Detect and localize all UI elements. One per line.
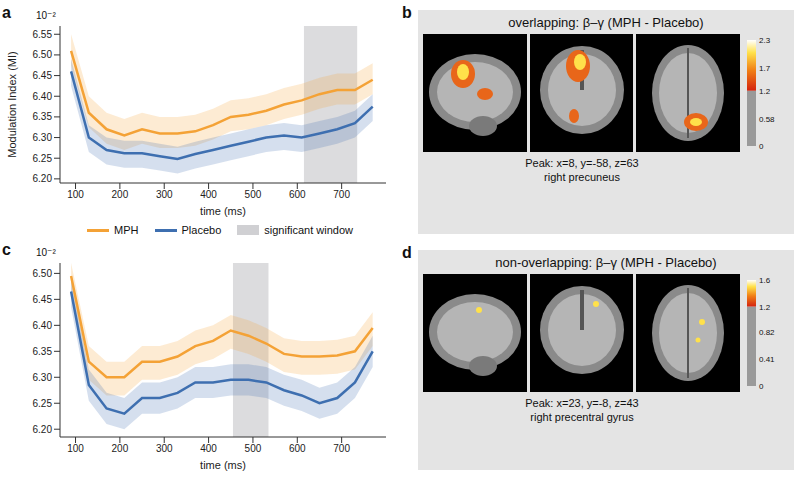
- svg-text:700: 700: [333, 189, 350, 200]
- svg-text:300: 300: [156, 189, 173, 200]
- svg-text:Modulation Index (MI): Modulation Index (MI): [6, 51, 18, 157]
- svg-text:500: 500: [245, 189, 262, 200]
- html-text:MPH: MPH: [114, 224, 139, 236]
- html-text:10⁻²: 10⁻²: [36, 247, 56, 258]
- svg-text:0.58: 0.58: [759, 115, 775, 124]
- svg-text:6.40: 6.40: [33, 320, 53, 331]
- svg-text:600: 600: [289, 443, 306, 454]
- svg-text:6.40: 6.40: [33, 91, 53, 102]
- html-text:right precuneus: right precuneus: [544, 171, 620, 183]
- svg-text:6.35: 6.35: [33, 111, 53, 122]
- svg-text:500: 500: [245, 443, 262, 454]
- svg-text:6.50: 6.50: [33, 49, 53, 60]
- html-text:b: b: [402, 4, 412, 21]
- svg-text:6.45: 6.45: [33, 70, 53, 81]
- svg-text:600: 600: [289, 189, 306, 200]
- svg-text:300: 300: [156, 443, 173, 454]
- svg-text:100: 100: [67, 189, 84, 200]
- html-text:overlapping: β–γ (MPH - Placeb: overlapping: β–γ (MPH - Placebo): [508, 15, 704, 30]
- svg-text:1.2: 1.2: [759, 87, 771, 96]
- svg-text:1.7: 1.7: [759, 64, 771, 73]
- svg-text:6.45: 6.45: [33, 294, 53, 305]
- svg-text:6.30: 6.30: [33, 372, 53, 383]
- svg-text:200: 200: [112, 189, 129, 200]
- svg-text:400: 400: [200, 189, 217, 200]
- svg-text:1.2: 1.2: [759, 303, 771, 312]
- svg-text:6.25: 6.25: [33, 153, 53, 164]
- svg-text:200: 200: [112, 443, 129, 454]
- svg-text:0.41: 0.41: [759, 355, 775, 364]
- html-text:Peak: x=23, y=-8, z=43: Peak: x=23, y=-8, z=43: [525, 397, 639, 409]
- svg-text:0.82: 0.82: [759, 328, 775, 337]
- svg-text:700: 700: [333, 443, 350, 454]
- svg-text:6.50: 6.50: [33, 268, 53, 279]
- svg-text:time (ms): time (ms): [200, 205, 246, 217]
- html-text:a: a: [2, 4, 11, 21]
- html-text:right precentral gyrus: right precentral gyrus: [530, 411, 634, 423]
- html-text:Peak: x=8, y=-58, z=63: Peak: x=8, y=-58, z=63: [525, 157, 639, 169]
- svg-text:2.3: 2.3: [759, 36, 771, 45]
- html-text:c: c: [2, 241, 11, 258]
- svg-text:0: 0: [759, 142, 764, 151]
- svg-text:6.25: 6.25: [33, 398, 53, 409]
- svg-text:6.20: 6.20: [33, 424, 53, 435]
- svg-text:6.20: 6.20: [33, 173, 53, 184]
- html-text:non-overlapping: β–γ (MPH - Pl: non-overlapping: β–γ (MPH - Placebo): [495, 255, 717, 270]
- svg-text:6.30: 6.30: [33, 132, 53, 143]
- svg-text:400: 400: [200, 443, 217, 454]
- svg-text:6.35: 6.35: [33, 346, 53, 357]
- svg-text:100: 100: [67, 443, 84, 454]
- svg-text:6.55: 6.55: [33, 29, 53, 40]
- svg-text:time (ms): time (ms): [200, 459, 246, 471]
- svg-text:1.6: 1.6: [759, 276, 771, 285]
- html-text:d: d: [402, 244, 412, 261]
- html-text:significant window: significant window: [264, 224, 353, 236]
- html-text:Placebo: Placebo: [181, 224, 222, 236]
- svg-text:0: 0: [759, 382, 764, 391]
- html-text:10⁻²: 10⁻²: [36, 10, 56, 21]
